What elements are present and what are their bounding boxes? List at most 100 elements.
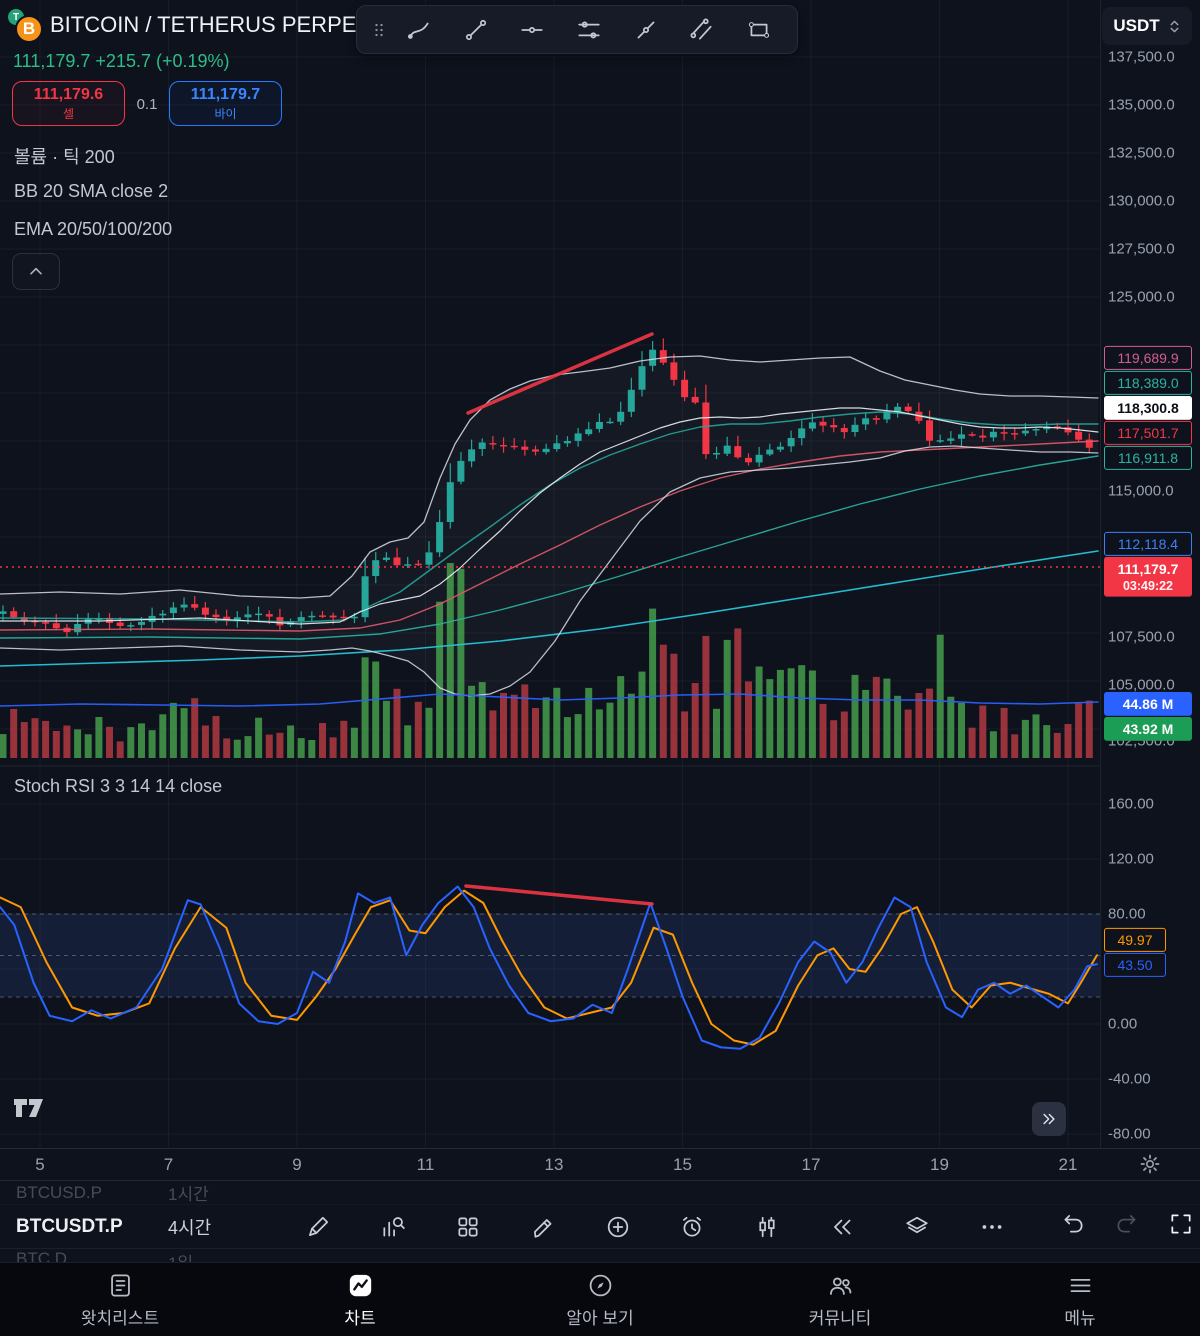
expand-icon bbox=[1171, 1214, 1191, 1234]
brush-icon bbox=[408, 22, 429, 39]
brush-tool[interactable] bbox=[391, 17, 448, 43]
alert-icon bbox=[683, 1216, 702, 1237]
axis-time-label: 17 bbox=[801, 1155, 821, 1174]
trend-line-icon bbox=[465, 19, 486, 40]
redo-icon bbox=[1117, 1215, 1136, 1233]
more-button[interactable] bbox=[979, 1214, 1005, 1240]
symbol-title[interactable]: BITCOIN / TETHERUS PERPE bbox=[50, 12, 357, 37]
undo-icon bbox=[1064, 1215, 1083, 1233]
double-chevron-right-icon bbox=[1043, 1113, 1055, 1125]
nav-item-watchlist[interactable]: 왓치리스트 bbox=[0, 1263, 240, 1336]
symbol-timeframe: 1시간 bbox=[168, 1185, 209, 1204]
parallel-channel-tool[interactable] bbox=[674, 17, 731, 43]
axis-price-badge: 116,911.8 bbox=[1104, 445, 1192, 471]
menu-icon bbox=[1070, 1278, 1090, 1292]
price-axis[interactable]: 137,500.0 135,000.0 132,500.0 130,000.0 127,… bbox=[1100, 0, 1200, 1148]
drag-handle-tool[interactable] bbox=[367, 20, 391, 40]
replay-icon bbox=[834, 1219, 851, 1234]
nav-item-menu[interactable]: 메뉴 bbox=[960, 1263, 1200, 1336]
redo-button[interactable] bbox=[1114, 1211, 1140, 1242]
price-change: +215.7 (+0.19%) bbox=[95, 51, 230, 71]
layout-button[interactable] bbox=[455, 1214, 481, 1240]
symbol-name: BTC.D bbox=[16, 1249, 67, 1263]
marker-button[interactable] bbox=[530, 1214, 556, 1240]
collapse-legend-button[interactable] bbox=[12, 253, 60, 290]
symbol-row[interactable]: BTCUSD.P 1시간 bbox=[0, 1181, 1200, 1205]
draw-icon bbox=[309, 1216, 329, 1236]
currency-label: USDT bbox=[1113, 16, 1160, 35]
axis-settings-gear-icon[interactable] bbox=[1138, 1152, 1162, 1181]
candles-button[interactable] bbox=[754, 1214, 780, 1240]
axis-price-label: 127,500.0 bbox=[1108, 240, 1175, 258]
symbol-name: BTCUSDT.P bbox=[16, 1215, 123, 1237]
symbol-timeframe[interactable]: 4시간 bbox=[168, 1217, 212, 1238]
symbol-timeframe: 1일 bbox=[168, 1249, 248, 1263]
price-chart-canvas[interactable] bbox=[0, 0, 1100, 1148]
axis-price-badge: 49.97 bbox=[1104, 927, 1166, 953]
nav-item-chart[interactable]: 차트 bbox=[240, 1263, 480, 1336]
last-price: 111,179.7 bbox=[13, 51, 91, 71]
axis-price-badge: 118,300.8 bbox=[1104, 395, 1192, 421]
more-icon bbox=[982, 1224, 1002, 1229]
community-icon bbox=[829, 1277, 851, 1295]
chart-icon bbox=[349, 1274, 371, 1296]
tradingview-logo[interactable] bbox=[12, 1094, 58, 1127]
sell-label: 셀 bbox=[62, 106, 75, 121]
legend-volume[interactable]: 볼륨 · 틱 200 bbox=[14, 147, 115, 167]
axis-time-label: 9 bbox=[292, 1155, 302, 1174]
symbol-row[interactable]: BTC.D 1일 bbox=[0, 1249, 1200, 1263]
axis-time-label: 5 bbox=[35, 1155, 45, 1174]
axis-price-label: 80.00 bbox=[1108, 905, 1146, 923]
axis-price-badge: 119,689.9 bbox=[1104, 345, 1192, 371]
horizontal-line-icon bbox=[521, 26, 544, 33]
axis-price-label: -80.00 bbox=[1108, 1125, 1151, 1143]
buy-label: 바이 bbox=[214, 106, 237, 121]
spread-value: 0.1 bbox=[136, 96, 158, 113]
bottom-navigation: 왓치리스트 차트 알아 보기 커뮤니티 메뉴 bbox=[0, 1262, 1200, 1336]
axis-price-label: 115,000.0 bbox=[1108, 482, 1174, 500]
axis-price-label: 160.00 bbox=[1108, 795, 1154, 813]
time-axis[interactable]: 5 7 9 11 13 15 17 19 21 bbox=[0, 1148, 1200, 1181]
legend-stoch-rsi[interactable]: Stoch RSI 3 3 14 14 close bbox=[14, 776, 223, 796]
axis-price-label: 120.00 bbox=[1108, 850, 1154, 868]
nav-label: 알아 보기 bbox=[566, 1308, 634, 1328]
add-button[interactable] bbox=[605, 1214, 631, 1240]
indicators-button[interactable] bbox=[380, 1214, 406, 1240]
chart-area[interactable]: 137,500.0 135,000.0 132,500.0 130,000.0 127,… bbox=[0, 0, 1200, 1180]
watchlist-icon bbox=[110, 1273, 130, 1297]
scroll-to-latest-button[interactable] bbox=[1032, 1102, 1066, 1136]
parallel-lines-icon bbox=[578, 21, 600, 38]
chevron-up-icon bbox=[30, 267, 42, 274]
alert-button[interactable] bbox=[679, 1214, 705, 1240]
layers-button[interactable] bbox=[904, 1214, 930, 1240]
symbol-pair-logo: T B bbox=[8, 9, 50, 45]
horizontal-line-tool[interactable] bbox=[504, 17, 561, 43]
axis-time-label: 15 bbox=[673, 1155, 692, 1174]
axis-time-label: 11 bbox=[416, 1155, 435, 1174]
trend-line-tool[interactable] bbox=[448, 17, 505, 43]
currency-selector[interactable]: USDT bbox=[1102, 7, 1192, 45]
rectangle-icon bbox=[748, 21, 769, 38]
buy-price: 111,179.7 bbox=[190, 85, 261, 103]
axis-price-badge: 43.92 M bbox=[1104, 716, 1192, 742]
drawing-toolbar[interactable] bbox=[356, 5, 798, 54]
axis-price-label: 107,500.0 bbox=[1108, 628, 1175, 646]
buy-button[interactable]: 111,179.7 바이 bbox=[169, 81, 282, 126]
draw-button[interactable] bbox=[305, 1214, 331, 1240]
candles-icon bbox=[759, 1216, 775, 1237]
expand-button[interactable] bbox=[1168, 1211, 1194, 1242]
nav-item-discover[interactable]: 알아 보기 bbox=[480, 1263, 720, 1336]
legend-bollinger[interactable]: BB 20 SMA close 2 bbox=[14, 181, 169, 201]
rectangle-tool[interactable] bbox=[730, 17, 787, 43]
parallel-lines-tool[interactable] bbox=[561, 17, 618, 43]
replay-button[interactable] bbox=[829, 1214, 855, 1240]
cross-line-tool[interactable] bbox=[617, 17, 674, 43]
axis-price-label: 132,500.0 bbox=[1108, 144, 1175, 162]
symbol-row-active[interactable]: BTCUSDT.P 4시간 bbox=[0, 1205, 1200, 1249]
sell-button[interactable]: 111,179.6 셀 bbox=[12, 81, 125, 126]
nav-item-community[interactable]: 커뮤니티 bbox=[720, 1263, 960, 1336]
legend-ema[interactable]: EMA 20/50/100/200 bbox=[14, 219, 173, 239]
axis-price-badge: 117,501.7 bbox=[1104, 420, 1192, 446]
undo-button[interactable] bbox=[1060, 1211, 1086, 1242]
